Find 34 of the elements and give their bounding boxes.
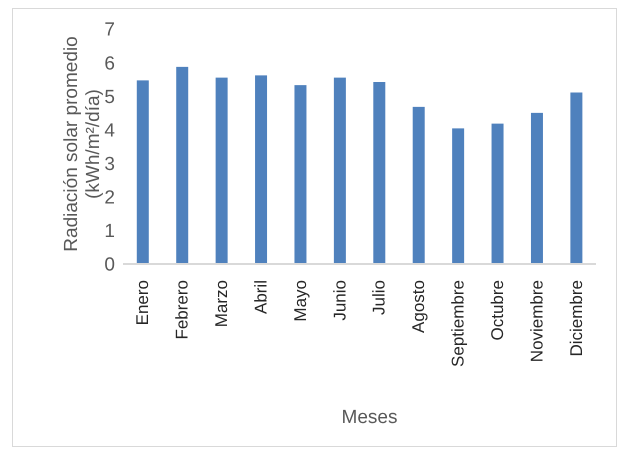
bar [412, 106, 425, 264]
bar [334, 78, 346, 264]
y-tick-label: 1 [104, 221, 115, 242]
y-axis-title: Radiación solar promedio (kWh/m²/día) [61, 36, 104, 252]
bar [255, 75, 268, 264]
x-tick-label: Junio [330, 280, 350, 321]
bar [530, 112, 543, 264]
y-tick-label: 0 [104, 254, 115, 276]
bar [294, 85, 306, 264]
y-tick-label: 6 [104, 53, 115, 74]
y-tick-label: 7 [104, 20, 115, 41]
bar [136, 80, 149, 264]
x-axis-title: Meses [340, 407, 398, 429]
x-tick-label: Marzo [212, 280, 232, 328]
x-tick-label: Septiembre [448, 280, 468, 367]
x-tick-label: Diciembre [566, 280, 586, 357]
bar [216, 78, 228, 264]
x-tick-label: Febrero [172, 280, 192, 340]
x-tick-label: Mayo [290, 280, 310, 322]
bar [492, 124, 504, 264]
bar [373, 82, 386, 264]
bar [452, 128, 464, 264]
y-tick-label: 4 [104, 120, 116, 142]
bar [570, 92, 582, 264]
y-tick-label: 5 [104, 86, 115, 108]
y-tick-label: 2 [104, 188, 115, 209]
x-tick-label: Noviembre [527, 280, 546, 362]
x-tick-label: Agosto [409, 280, 428, 333]
y-tick-label: 3 [104, 154, 115, 176]
x-tick-label: Julio [370, 280, 389, 315]
x-tick-label: Octubre [488, 280, 507, 340]
x-tick-label: Abril [251, 280, 270, 314]
bar [176, 66, 188, 264]
x-tick-label: Enero [133, 280, 152, 326]
